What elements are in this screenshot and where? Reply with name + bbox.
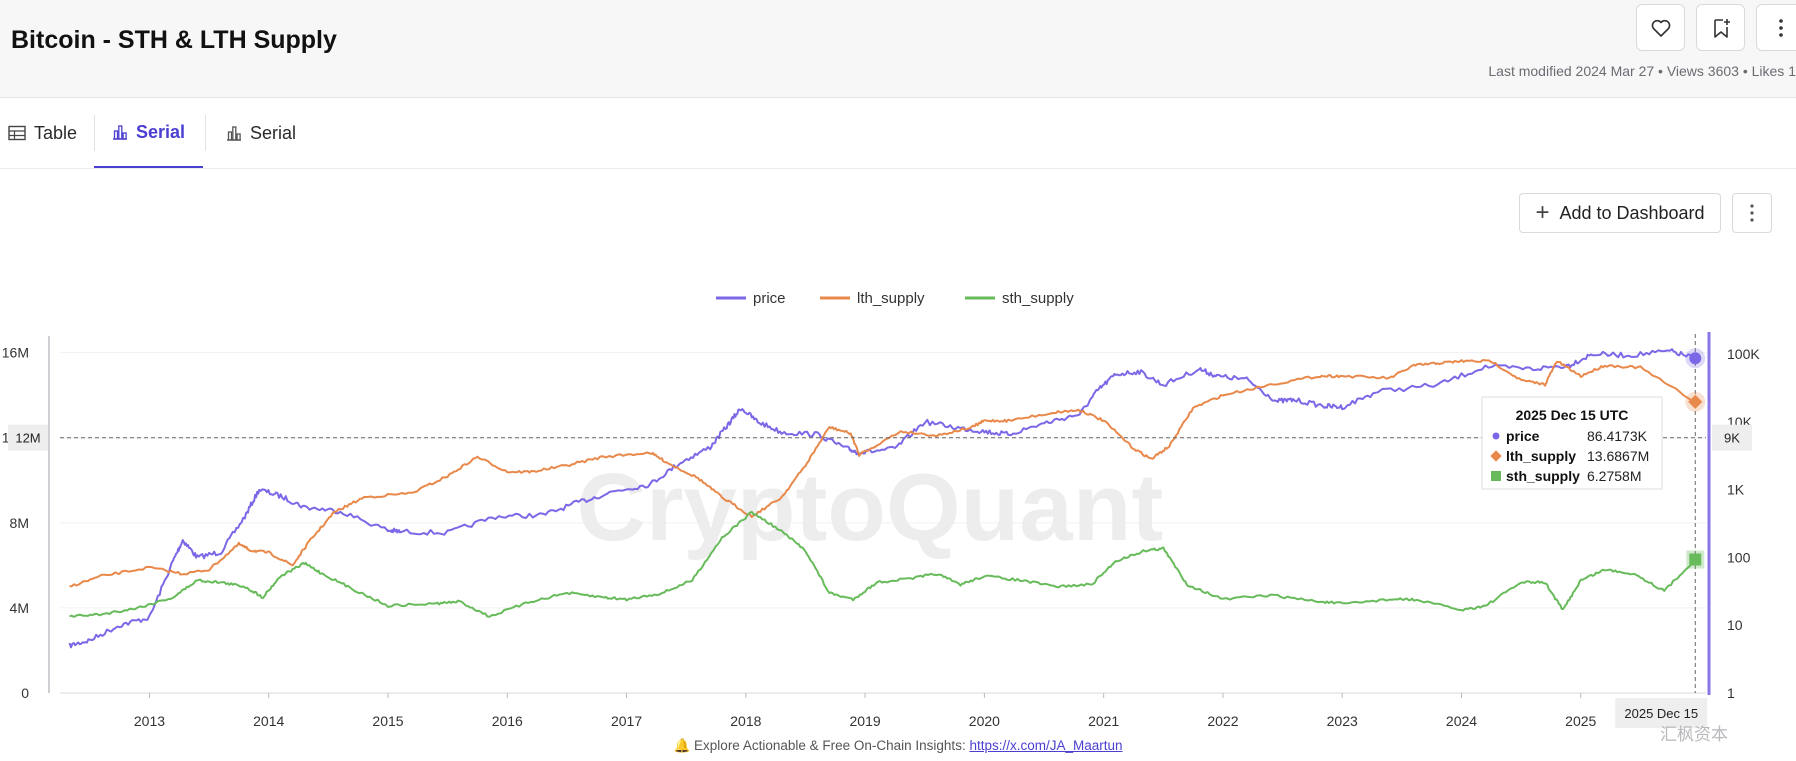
x-tick-label: 2025 bbox=[1565, 713, 1596, 729]
right-tick-label: 100 bbox=[1727, 549, 1751, 565]
tooltip: 2025 Dec 15 UTC price 86.4173K lth_supply 13… bbox=[1481, 396, 1663, 490]
tooltip-marker bbox=[1490, 450, 1502, 462]
chart-series bbox=[68, 348, 1697, 649]
tooltip-marker bbox=[1491, 471, 1501, 481]
tab-label: Serial bbox=[250, 122, 297, 143]
chart-legend[interactable]: price lth_supply sth_supply bbox=[716, 290, 1074, 307]
right-tick-label: 10 bbox=[1727, 617, 1743, 633]
like-button[interactable] bbox=[1636, 4, 1685, 51]
crosshair-x-label: 2025 Dec 15 bbox=[1624, 706, 1698, 721]
tooltip-series-value: 13.6867M bbox=[1587, 448, 1649, 464]
bookmark-button[interactable] bbox=[1696, 4, 1745, 51]
right-tick-label: 100K bbox=[1727, 346, 1760, 362]
tab-label: Serial bbox=[135, 121, 186, 142]
heart-icon bbox=[1651, 19, 1671, 37]
x-tick-label: 2020 bbox=[969, 713, 1000, 729]
x-tick-label: 2024 bbox=[1446, 713, 1477, 729]
lth-marker bbox=[1688, 394, 1703, 409]
tooltip-date: 2025 Dec 15 UTC bbox=[1516, 407, 1629, 423]
tab-table[interactable]: Table bbox=[8, 98, 77, 168]
bar-chart-icon bbox=[112, 125, 127, 140]
x-tick-label: 2023 bbox=[1327, 713, 1358, 729]
footer-link[interactable]: https://x.com/JA_Maartun bbox=[969, 738, 1123, 753]
x-tick-label: 2015 bbox=[372, 713, 403, 729]
add-to-dashboard-label: Add to Dashboard bbox=[1559, 202, 1705, 223]
crosshair-left-label-bg bbox=[8, 424, 48, 451]
tab-label: Table bbox=[34, 122, 78, 143]
footer-text: Explore Actionable & Free On-Chain Insig… bbox=[694, 738, 970, 753]
legend-label: price bbox=[753, 290, 786, 307]
bar-chart-icon bbox=[227, 126, 241, 141]
chart[interactable]: price lth_supply sth_supply CryptoQuant 0 4… bbox=[0, 270, 1796, 738]
crosshair-x-label-bg bbox=[1615, 698, 1708, 728]
series-line-sth_supply bbox=[69, 510, 1697, 618]
table-icon bbox=[8, 125, 26, 141]
price-marker bbox=[1689, 352, 1702, 365]
x-tick-label: 2019 bbox=[850, 713, 881, 729]
bell-icon: 🔔 bbox=[673, 738, 691, 753]
x-tick-label: 2018 bbox=[730, 713, 761, 729]
tab-serial-active[interactable]: Serial bbox=[94, 98, 203, 168]
x-tick-label: 2021 bbox=[1088, 713, 1119, 729]
crosshair-right-label-bg bbox=[1712, 424, 1752, 451]
tooltip-series-value: 6.2758M bbox=[1587, 468, 1641, 484]
header-more-button[interactable] bbox=[1756, 4, 1796, 51]
view-tabs: Table Serial Serial bbox=[0, 98, 1796, 169]
x-tick-label: 2016 bbox=[492, 713, 523, 729]
left-tick-label: 16M bbox=[2, 345, 29, 361]
legend-label: lth_supply bbox=[857, 290, 925, 307]
series-line-price bbox=[68, 348, 1697, 649]
x-tick-label: 2014 bbox=[253, 713, 284, 729]
series-line-lth_supply bbox=[69, 359, 1696, 588]
crosshair: 12M 9K 2025 Dec 15 bbox=[8, 334, 1752, 728]
tooltip-series-value: 86.4173K bbox=[1587, 428, 1648, 444]
crosshair-right-label: 9K bbox=[1724, 431, 1740, 446]
right-tick-label: 1K bbox=[1727, 482, 1745, 498]
sth-marker bbox=[1689, 553, 1702, 566]
page-title: Bitcoin - STH & LTH Supply bbox=[11, 26, 337, 54]
page-header: Bitcoin - STH & LTH Supply Last modified… bbox=[0, 0, 1796, 98]
bookmark-add-icon bbox=[1714, 19, 1730, 38]
crosshair-left-label: 12M bbox=[15, 431, 40, 446]
x-tick-label: 2013 bbox=[134, 713, 165, 729]
tab-serial[interactable]: Serial bbox=[226, 98, 296, 168]
right-tick-label: 1 bbox=[1727, 685, 1735, 701]
plus-icon: + bbox=[1535, 199, 1550, 226]
tooltip-box bbox=[1481, 396, 1663, 490]
more-vertical-icon bbox=[1779, 19, 1783, 37]
tooltip-series-name: lth_supply bbox=[1506, 448, 1576, 464]
tooltip-marker bbox=[1492, 432, 1500, 440]
legend-label: sth_supply bbox=[1002, 290, 1074, 307]
x-tick-label: 2022 bbox=[1207, 713, 1238, 729]
left-tick-label: 4M bbox=[10, 600, 29, 616]
tooltip-series-name: price bbox=[1506, 428, 1540, 444]
left-tick-label: 0 bbox=[21, 685, 29, 701]
tooltip-series-name: sth_supply bbox=[1506, 468, 1580, 484]
page-meta: Last modified 2024 Mar 27 • Views 3603 •… bbox=[1488, 63, 1796, 79]
left-tick-label: 8M bbox=[10, 515, 29, 531]
corner-watermark: 汇枫资本 bbox=[1660, 725, 1728, 744]
x-tick-label: 2017 bbox=[611, 713, 642, 729]
more-vertical-icon bbox=[1750, 204, 1754, 222]
add-to-dashboard-button[interactable]: + Add to Dashboard bbox=[1519, 193, 1721, 233]
footer: 🔔 Explore Actionable & Free On-Chain Ins… bbox=[0, 738, 1796, 754]
chart-more-button[interactable] bbox=[1732, 193, 1772, 233]
watermark-text: CryptoQuant bbox=[577, 454, 1164, 561]
tab-divider bbox=[205, 115, 206, 151]
tab-divider bbox=[94, 115, 95, 151]
